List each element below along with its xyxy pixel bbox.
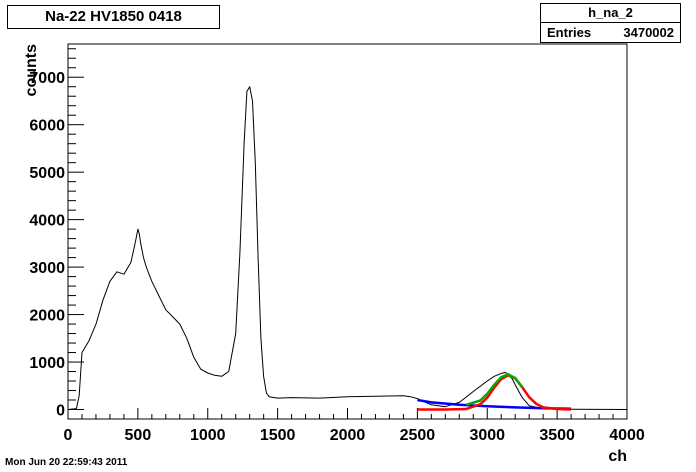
x-tick-label: 0 — [64, 427, 73, 444]
stats-box: h_na_2 Entries 3470002 — [540, 3, 681, 43]
y-tick-label: 5000 — [29, 165, 65, 182]
plot-frame — [67, 43, 628, 420]
x-tick-label: 4000 — [609, 427, 645, 444]
chart-title-box: Na-22 HV1850 0418 — [7, 5, 220, 29]
y-axis-label: counts — [23, 44, 40, 97]
x-tick-label: 500 — [125, 427, 152, 444]
y-tick-label: 2000 — [29, 308, 65, 325]
entries-row: Entries 3470002 — [541, 23, 680, 42]
histogram-line — [67, 86, 628, 410]
x-axis-label: ch — [608, 448, 627, 465]
y-tick-label: 4000 — [29, 213, 65, 230]
x-tick-label: 2500 — [400, 427, 436, 444]
data-series — [67, 86, 628, 411]
timestamp: Mon Jun 20 22:59:43 2011 — [5, 457, 128, 468]
y-tick-label: 7000 — [29, 70, 65, 87]
axes: 0 500 1000 1500 2000 2500 3000 3500 4000 0 1000 200… — [29, 43, 645, 444]
y-tick-label: 1000 — [29, 355, 65, 372]
x-tick-label: 2000 — [330, 427, 366, 444]
histogram-name: h_na_2 — [541, 4, 680, 23]
x-tick-label: 3000 — [469, 427, 505, 444]
entries-label: Entries — [547, 25, 592, 40]
chart-title: Na-22 HV1850 0418 — [45, 8, 182, 25]
y-tick-label: 6000 — [29, 118, 65, 135]
x-tick-label: 1000 — [190, 427, 226, 444]
fit-curve-3 — [465, 373, 524, 406]
entries-value: 3470002 — [623, 25, 674, 40]
y-tick-label: 0 — [56, 403, 65, 420]
y-tick-label: 3000 — [29, 260, 65, 277]
x-tick-label: 3500 — [539, 427, 575, 444]
timestamp-footer: Mon Jun 20 22:59:43 2011 — [5, 457, 127, 468]
x-tick-label: 1500 — [260, 427, 296, 444]
